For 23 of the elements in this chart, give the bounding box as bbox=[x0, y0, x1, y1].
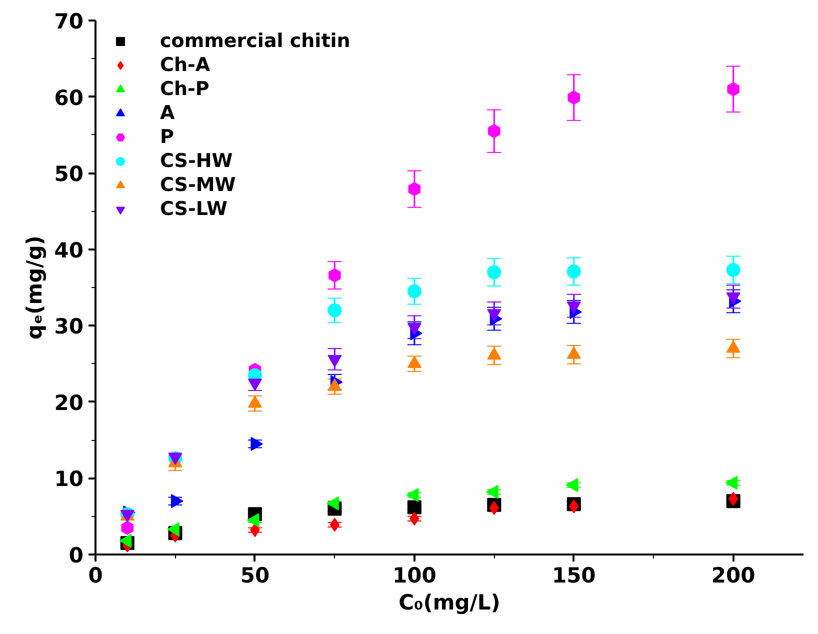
x-tick-label: 50 bbox=[240, 564, 270, 588]
y-tick-label: 60 bbox=[54, 86, 84, 110]
x-tick-label: 150 bbox=[552, 564, 596, 588]
y-tick-label: 20 bbox=[54, 390, 84, 415]
legend-label: P bbox=[160, 126, 175, 148]
legend-label: A bbox=[160, 102, 176, 124]
y-tick-label: 30 bbox=[54, 314, 84, 339]
y-axis-title: qₑ(mg/g) bbox=[22, 236, 46, 340]
y-tick-label: 50 bbox=[54, 162, 84, 186]
y-tick-label: 10 bbox=[54, 467, 84, 492]
legend-label: commercial chitin bbox=[160, 30, 350, 52]
legend-label: Ch-P bbox=[160, 78, 210, 100]
legend-label: CS-MW bbox=[160, 174, 236, 196]
legend-label: CS-LW bbox=[160, 198, 228, 220]
legend-label: Ch-A bbox=[160, 54, 210, 76]
x-tick-label: 0 bbox=[88, 564, 103, 588]
y-tick-label: 70 bbox=[54, 10, 84, 34]
legend-label: CS-HW bbox=[160, 150, 233, 172]
x-axis-title: C₀(mg/L) bbox=[398, 590, 500, 614]
x-tick-label: 100 bbox=[392, 564, 436, 588]
y-tick-label: 0 bbox=[68, 544, 84, 568]
x-tick-label: 200 bbox=[711, 564, 756, 588]
y-tick-label: 40 bbox=[54, 238, 84, 262]
